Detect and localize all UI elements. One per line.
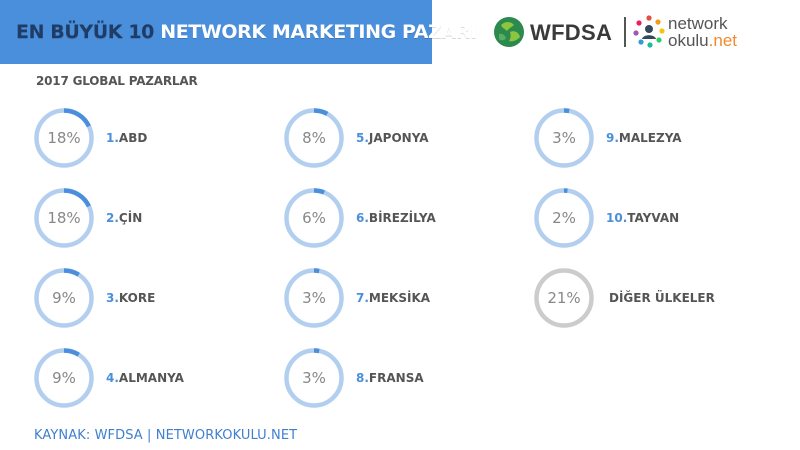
donut-value-cin: 18% — [47, 209, 80, 227]
donut-label-birezilya: 6.BİREZİLYA — [356, 210, 436, 225]
donut-label-abd: 1.ABD — [106, 131, 147, 145]
donut-rank-malezya: 9. — [606, 131, 619, 145]
donut-track-almanya — [34, 348, 94, 408]
networkokulu-logo-main: okulu — [668, 31, 709, 50]
donut-label-tayvan: 10.TAYVAN — [606, 211, 679, 225]
donut-name-japonya: JAPONYA — [368, 131, 429, 145]
donut-malezya: 3% 9.MALEZYA — [534, 108, 682, 168]
donut-label-cin: 2.ÇİN — [106, 210, 142, 225]
donut-value-diger-ulkeler: 21% — [547, 289, 580, 307]
donut-rank-japonya: 5. — [356, 131, 369, 145]
donut-arc-abd — [63, 108, 91, 128]
donut-tayvan: 2% 10.TAYVAN — [534, 188, 679, 248]
title-part-1: EN BÜYÜK 10 — [16, 21, 154, 43]
donut-meksika: 3% 7.MEKSİKA — [284, 268, 431, 328]
donut-name-kore: KORE — [119, 291, 155, 305]
donut-almanya: 9% 4.ALMANYA — [34, 348, 185, 408]
donut-name-tayvan: TAYVAN — [627, 211, 679, 225]
donut-abd: 18% 1.ABD — [34, 108, 147, 168]
donut-name-malezya: MALEZYA — [619, 131, 682, 145]
donut-value-meksika: 3% — [302, 289, 326, 307]
donut-track-kore — [34, 268, 94, 328]
wfdsa-logo-text: WFDSA — [530, 20, 613, 45]
donut-value-malezya: 3% — [552, 129, 576, 147]
networkokulu-logo-tld: .net — [708, 31, 737, 50]
donut-track-cin — [34, 188, 94, 248]
donut-rank-abd: 1. — [106, 131, 119, 145]
donut-label-malezya: 9.MALEZYA — [606, 131, 682, 145]
donut-arc-birezilya — [313, 188, 325, 195]
wfdsa-globe-icon — [494, 17, 524, 47]
donut-value-kore: 9% — [52, 289, 76, 307]
donut-label-japonya: 5.JAPONYA — [356, 131, 429, 145]
donut-rank-almanya: 4. — [106, 371, 119, 385]
donut-rank-fransa: 8. — [356, 371, 369, 385]
donut-track-diger-ulkeler — [534, 268, 594, 328]
donut-name-fransa: FRANSA — [369, 371, 424, 385]
donut-cin: 18% 2.ÇİN — [34, 188, 142, 248]
donut-japonya: 8% 5.JAPONYA — [284, 108, 429, 168]
networkokulu-logo-line2: okulu.net — [668, 31, 737, 51]
donut-label-almanya: 4.ALMANYA — [106, 371, 185, 385]
chart-subtitle: 2017 GLOBAL PAZARLAR — [36, 74, 198, 88]
networkokulu-logo-icon — [633, 15, 665, 48]
donut-value-almanya: 9% — [52, 369, 76, 387]
donut-birezilya: 6% 6.BİREZİLYA — [284, 188, 436, 248]
donut-rank-kore: 3. — [106, 291, 119, 305]
donut-arc-kore — [63, 268, 80, 277]
donut-rank-birezilya: 6. — [356, 211, 369, 225]
donut-arc-cin — [63, 188, 91, 208]
donut-name-almanya: ALMANYA — [119, 371, 185, 385]
source-note: KAYNAK: WFDSA | NETWORKOKULU.NET — [34, 428, 298, 443]
donut-rank-cin: 2. — [106, 211, 119, 225]
donut-value-fransa: 3% — [302, 369, 326, 387]
donut-arc-almanya — [63, 348, 80, 357]
donut-name-abd: ABD — [119, 131, 147, 145]
donut-name-meksika: MEKSİKA — [369, 290, 431, 305]
donut-value-japonya: 8% — [302, 129, 326, 147]
donut-label-kore: 3.KORE — [106, 291, 155, 305]
title-part-2: NETWORK MARKETING PAZARI — [160, 21, 477, 43]
donut-name-diger-ulkeler: DİĞER ÜLKELER — [609, 290, 715, 305]
donut-name-birezilya: BİREZİLYA — [369, 210, 437, 225]
donut-label-fransa: 8.FRANSA — [356, 371, 424, 385]
donut-value-birezilya: 6% — [302, 209, 326, 227]
donut-rank-tayvan: 10. — [606, 211, 627, 225]
donut-diger-ulkeler: 21% DİĞER ÜLKELER — [534, 268, 715, 328]
donut-label-diger-ulkeler: DİĞER ÜLKELER — [609, 290, 715, 305]
donut-arc-japonya — [313, 108, 329, 116]
donut-value-tayvan: 2% — [552, 209, 576, 227]
donut-name-cin: ÇİN — [119, 210, 142, 225]
donut-rank-meksika: 7. — [356, 291, 369, 305]
donut-label-meksika: 7.MEKSİKA — [356, 290, 431, 305]
donut-fransa: 3% 8.FRANSA — [284, 348, 424, 408]
logo-divider — [624, 17, 626, 47]
title-banner: EN BÜYÜK 10 NETWORK MARKETING PAZARI — [0, 0, 477, 64]
donut-kore: 9% 3.KORE — [34, 268, 155, 328]
networkokulu-logo-line1: network — [668, 14, 728, 33]
donut-value-abd: 18% — [47, 129, 80, 147]
